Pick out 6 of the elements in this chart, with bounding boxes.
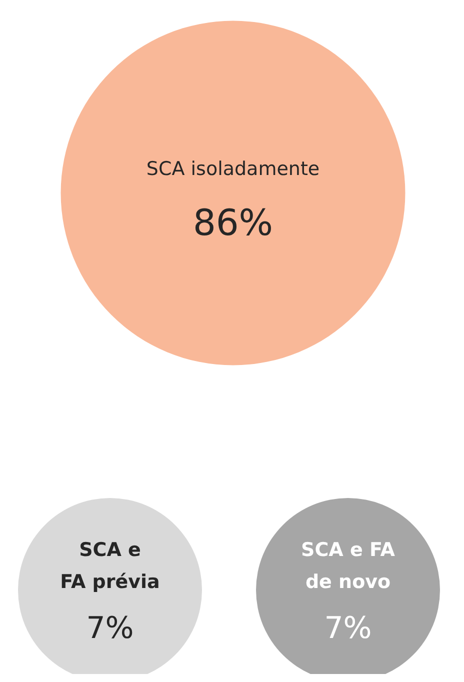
data-label: 7% (86, 611, 134, 646)
category-label: SCA e FA de novo (301, 539, 396, 593)
data-label: 7% (324, 611, 372, 646)
category-label: SCA e FA prévia (60, 539, 160, 593)
category-label: SCA isoladamente (146, 158, 320, 180)
data-label: 86% (192, 203, 274, 244)
